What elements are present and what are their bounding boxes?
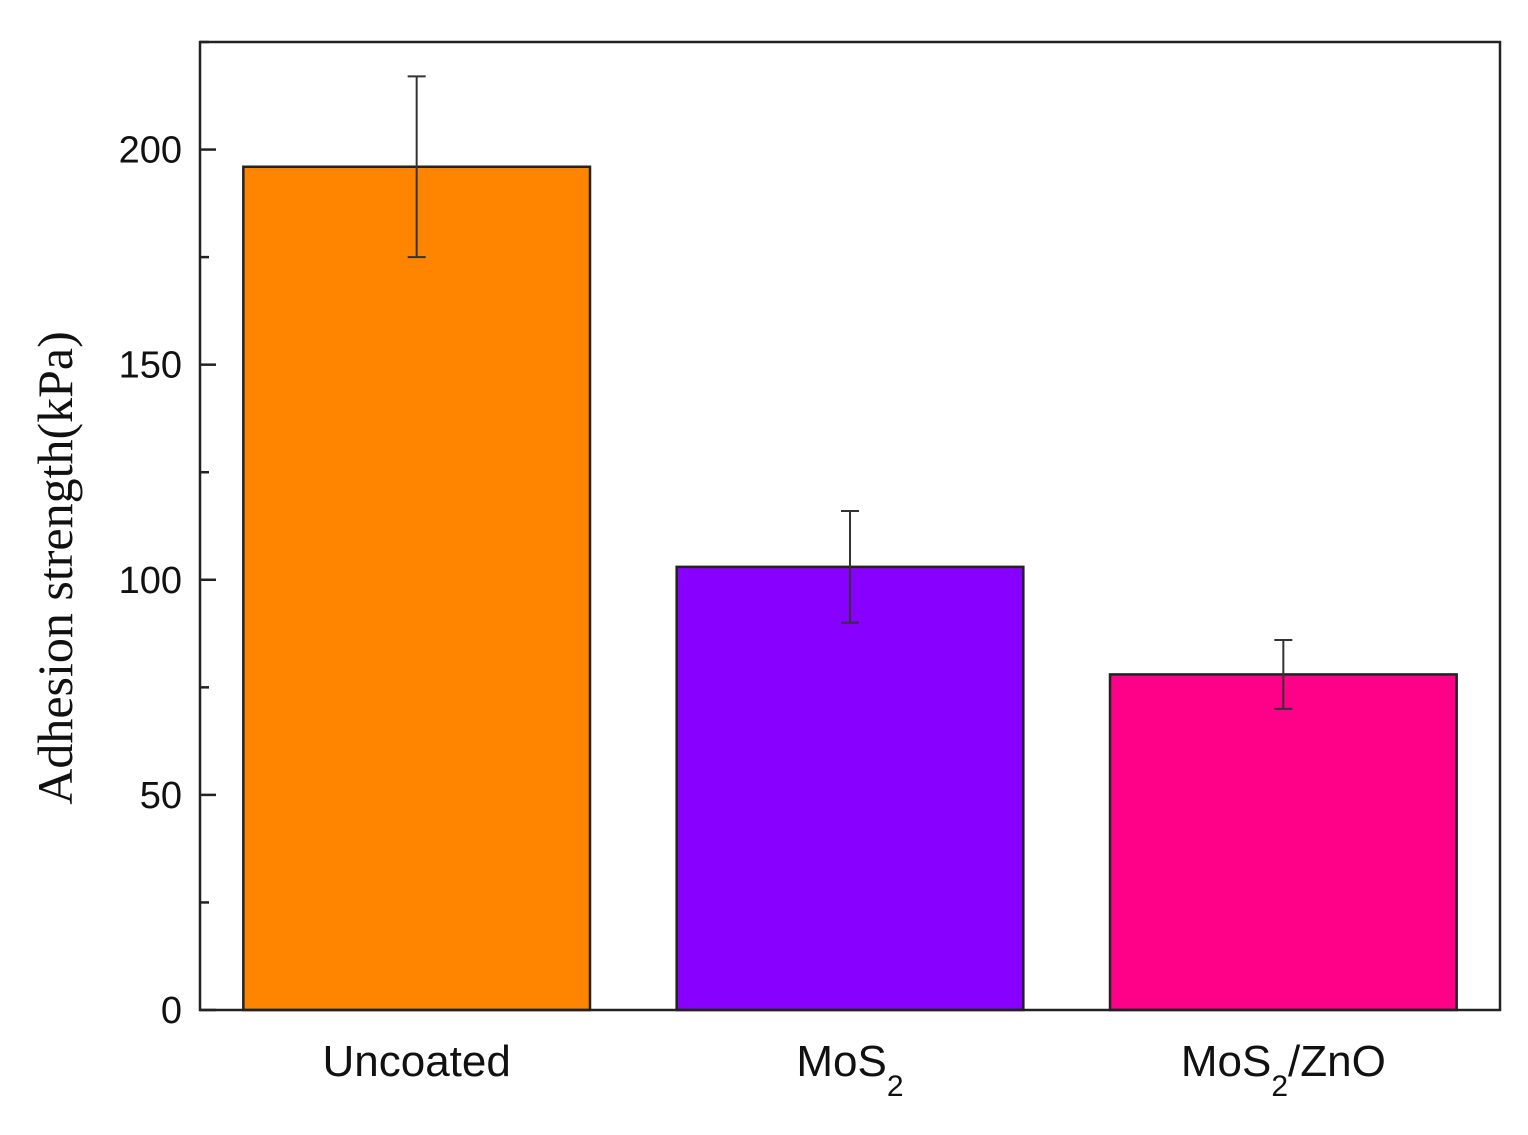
y-tick-label: 150 — [119, 345, 182, 387]
x-tick-label-suffix: /ZnO — [1288, 1037, 1386, 1086]
bar — [242, 165, 592, 1012]
x-tick-label: Uncoated — [322, 1037, 510, 1086]
x-tick-label-subscript: 2 — [887, 1070, 904, 1103]
x-tick-label: MoS2 — [796, 1037, 903, 1103]
error-bars — [407, 75, 1293, 710]
x-tick-label: MoS2/ZnO — [1181, 1037, 1386, 1103]
y-tick-label: 50 — [140, 775, 182, 817]
y-tick-label: 100 — [119, 560, 182, 602]
bars — [242, 165, 1458, 1012]
bar — [675, 565, 1025, 1012]
y-axis-title: Adhesion strength(kPa) — [27, 331, 83, 805]
y-tick-label: 200 — [119, 130, 182, 172]
bar — [1108, 673, 1458, 1012]
y-axis: 0 50 100 150 200 — [119, 40, 216, 1032]
y-tick-label: 0 — [161, 990, 182, 1032]
x-tick-label-subscript: 2 — [1271, 1070, 1288, 1103]
plot-frame — [198, 40, 1502, 1012]
